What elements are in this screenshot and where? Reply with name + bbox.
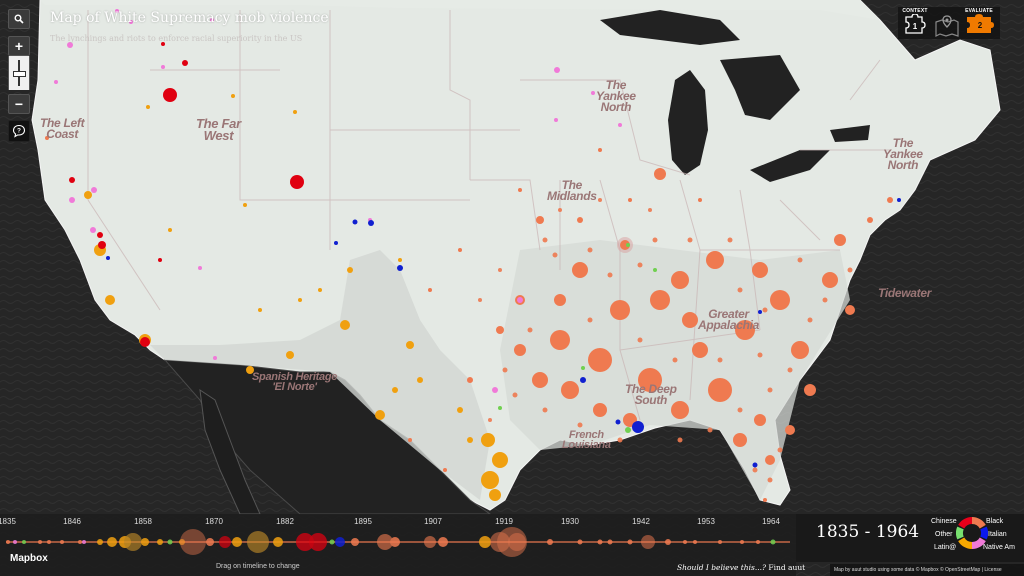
- timeline-tick: 1907: [424, 517, 442, 526]
- region-label-left-coast: The Left Coast: [40, 116, 85, 141]
- region-label-yankee-north-east: The Yankee North: [883, 136, 923, 172]
- help-button[interactable]: ?: [8, 120, 30, 142]
- legend-label-italian[interactable]: Italian: [988, 531, 1007, 538]
- lake-michigan: [668, 70, 708, 175]
- map-pin-icon: [935, 15, 959, 37]
- el-norte-zone: [150, 250, 490, 500]
- timeline-tick: 1846: [63, 517, 81, 526]
- timeline-tick: 1953: [697, 517, 715, 526]
- timeline-tick: 1942: [632, 517, 650, 526]
- state-borders: [87, 10, 890, 421]
- timeline-tick: 1858: [134, 517, 152, 526]
- legend-label-black[interactable]: Black: [986, 518, 1004, 525]
- legend-ring: [956, 517, 988, 549]
- map-step-button[interactable]: [932, 14, 962, 44]
- lake-huron: [720, 55, 800, 120]
- map-subtitle: The lynchings and riots to enforce racia…: [50, 34, 303, 43]
- search-icon: [14, 14, 24, 24]
- zoom-out-button[interactable]: −: [8, 94, 30, 114]
- points-chinese: [69, 42, 304, 347]
- svg-text:?: ?: [17, 128, 21, 135]
- timeline-tick: 1835: [0, 517, 16, 526]
- region-label-french-louisiana: French Louisiana: [562, 429, 611, 451]
- lake-ontario: [830, 125, 870, 142]
- legend-label-chinese[interactable]: Chinese: [931, 518, 957, 525]
- points-black: [45, 136, 893, 502]
- believe-link[interactable]: Should I believe this...? Find auut: [677, 563, 806, 572]
- points-other: [498, 243, 657, 433]
- canada-land: [40, 0, 880, 20]
- points-italian: [106, 198, 901, 468]
- legend-segment-native: [971, 537, 986, 549]
- lake-erie: [750, 150, 830, 182]
- zoom-in-button[interactable]: +: [8, 36, 30, 56]
- zoom-slider[interactable]: [8, 56, 30, 90]
- mapbox-logo[interactable]: Mapbox: [10, 553, 48, 564]
- timeline-tick: 1964: [762, 517, 780, 526]
- region-label-midlands: The Midlands: [547, 178, 597, 203]
- legend-segment-italian: [980, 526, 988, 540]
- region-label-tidewater: Tidewater: [878, 286, 932, 300]
- help-bubble-icon: ?: [12, 124, 26, 138]
- legend-label-other[interactable]: Other: [935, 531, 953, 538]
- svg-text:1: 1: [913, 22, 918, 31]
- zoom-slider-handle[interactable]: [13, 71, 26, 77]
- context-step-button[interactable]: CONTEXT 1: [900, 8, 930, 38]
- timeline-tick: 1919: [495, 517, 513, 526]
- timeline-tick: 1930: [561, 517, 579, 526]
- timeline-hint: Drag on timeline to change: [216, 563, 300, 570]
- timeline-tick: 1895: [354, 517, 372, 526]
- timeline-tick: 1882: [276, 517, 294, 526]
- search-button[interactable]: [8, 9, 30, 29]
- legend-label-native-am[interactable]: Native Am: [983, 544, 1015, 551]
- region-label-yankee-north: The Yankee North: [596, 78, 636, 114]
- legend-segment-chinese: [958, 517, 973, 529]
- timeline-bubbles[interactable]: [0, 514, 796, 576]
- map-title: Map of White Supremacy mob violence: [50, 10, 329, 26]
- region-label-far-west: The Far West: [196, 116, 241, 143]
- points-native: [54, 9, 622, 393]
- svg-text:2: 2: [978, 21, 983, 30]
- region-label-greater-appalachia: Greater Appalachia: [698, 307, 760, 332]
- region-label-deep-south: The Deep South: [625, 382, 677, 407]
- legend-label-latino[interactable]: Latin@: [934, 544, 957, 551]
- puzzle-piece-active-icon: 2: [967, 14, 994, 33]
- points-black-scatter: [478, 198, 853, 483]
- south-zone: [500, 240, 850, 500]
- timeline[interactable]: 1835 1846 1858 1870 1882 1895 1907 1919 …: [0, 514, 796, 576]
- year-range: 1835 - 1964: [816, 522, 920, 542]
- legend-segment-black: [971, 517, 986, 529]
- attribution[interactable]: Map by auut studio using some data © Map…: [830, 564, 1024, 576]
- region-label-el-norte: Spanish Heritage 'El Norte': [252, 371, 338, 393]
- evaluate-step-button[interactable]: EVALUATE 2: [964, 8, 994, 38]
- timeline-tick: 1870: [205, 517, 223, 526]
- lake-superior: [600, 10, 740, 45]
- puzzle-piece-icon: 1: [905, 14, 926, 34]
- legend-segment-latino: [958, 537, 973, 549]
- legend-segment-other: [956, 526, 964, 540]
